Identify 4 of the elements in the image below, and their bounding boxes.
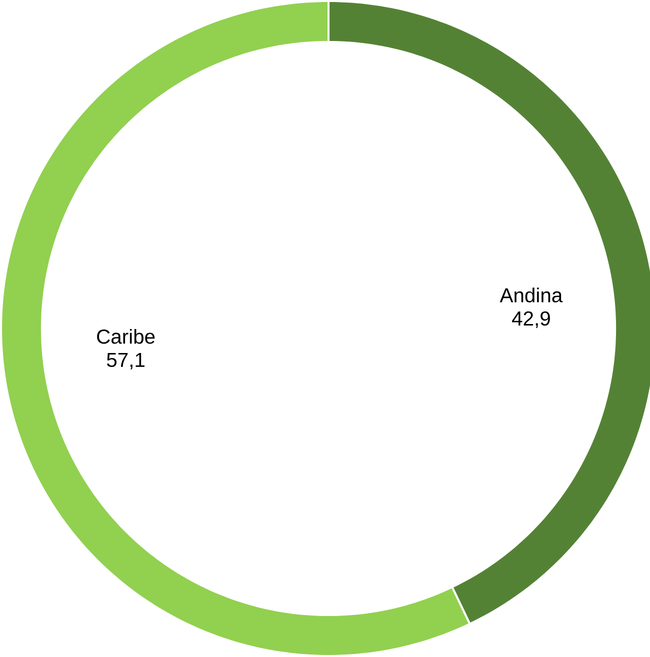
data-label: 42,9: [512, 311, 550, 328]
data-label: 57,1: [106, 352, 145, 370]
slice-label: Andina: [500, 288, 563, 302]
slice-label: Caribe: [97, 328, 155, 344]
